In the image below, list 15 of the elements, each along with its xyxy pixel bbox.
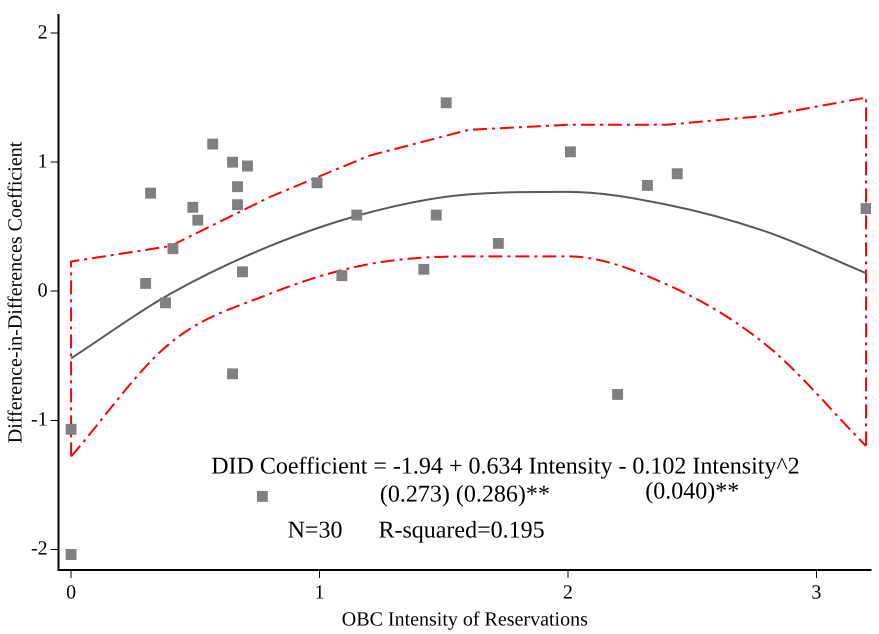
annotation: DID Coefficient = -1.94 + 0.634 Intensity - 0.102 Intensity^2 <box>211 454 800 480</box>
y-axis-title: Difference-in-Differences Coefficient <box>4 141 26 444</box>
x-tick-label: 0 <box>66 581 76 604</box>
annotation: (0.040)** <box>645 478 740 505</box>
y-tick-label: 2 <box>38 21 48 44</box>
y-tick-label: 0 <box>38 279 48 302</box>
y-tick-label: -1 <box>30 408 48 431</box>
x-tick-label: 2 <box>562 581 573 604</box>
x-tick-label: 3 <box>811 581 822 604</box>
annotation: N=30 R-squared=0.195 <box>288 517 545 544</box>
x-axis-title: OBC Intensity of Reservations <box>342 608 588 630</box>
y-tick-label: 1 <box>38 150 48 172</box>
y-tick-label: -2 <box>30 538 48 560</box>
annotation: (0.273) (0.286)** <box>380 481 550 508</box>
x-tick-label: 1 <box>314 581 325 604</box>
